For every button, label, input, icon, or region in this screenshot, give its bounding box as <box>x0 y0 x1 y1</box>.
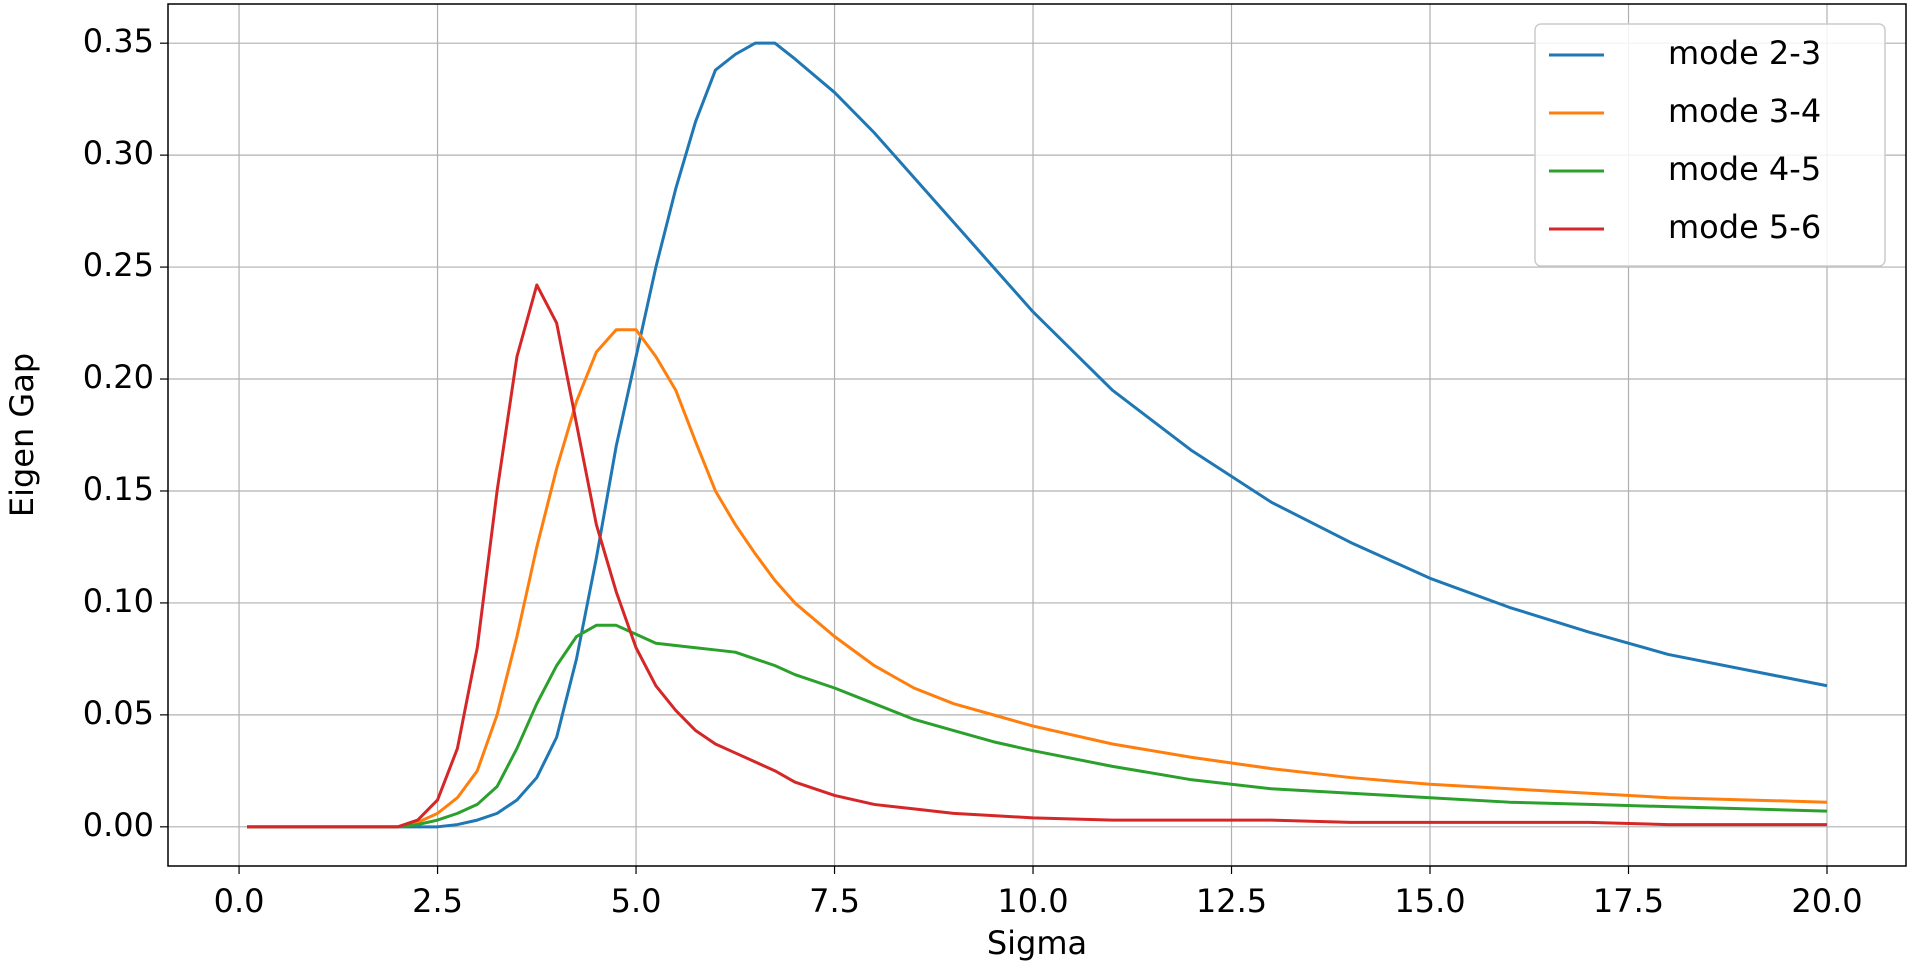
line-series <box>247 328 1828 829</box>
x-tick-label: 15.0 <box>1394 882 1465 920</box>
x-tick-label: 5.0 <box>611 882 662 920</box>
x-tick-label: 7.5 <box>809 882 860 920</box>
legend-label: mode 3-4 <box>1668 92 1821 130</box>
y-tick-label: 0.00 <box>83 806 154 844</box>
legend-label: mode 5-6 <box>1668 208 1821 246</box>
plot-frame <box>167 3 1907 867</box>
line-series <box>247 283 1827 829</box>
y-tick-label: 0.20 <box>83 358 154 396</box>
line-series <box>247 623 1828 829</box>
y-axis-label: Eigen Gap <box>3 353 41 517</box>
legend-label: mode 2-3 <box>1668 34 1821 72</box>
legend-label: mode 4-5 <box>1668 150 1821 188</box>
x-tick-label: 10.0 <box>997 882 1068 920</box>
x-tick-label: 20.0 <box>1791 882 1862 920</box>
y-tick-label: 0.10 <box>83 582 154 620</box>
y-tick-label: 0.25 <box>83 246 154 284</box>
legend-box <box>1534 23 1886 267</box>
x-tick-label: 17.5 <box>1593 882 1664 920</box>
legend: mode 2-3 mode 3-4 mode 4-5 mode 5-6 <box>1534 23 1886 267</box>
y-tick-label: 0.05 <box>83 694 154 732</box>
y-tick-label: 0.30 <box>83 134 154 172</box>
y-tick-label: 0.15 <box>83 470 154 508</box>
x-tick-label: 2.5 <box>412 882 463 920</box>
y-tick-label: 0.35 <box>83 22 154 60</box>
line-series <box>247 41 1828 829</box>
x-tick-label: 12.5 <box>1196 882 1267 920</box>
x-tick-label: 0.0 <box>214 882 265 920</box>
x-axis-label: Sigma <box>987 924 1087 962</box>
